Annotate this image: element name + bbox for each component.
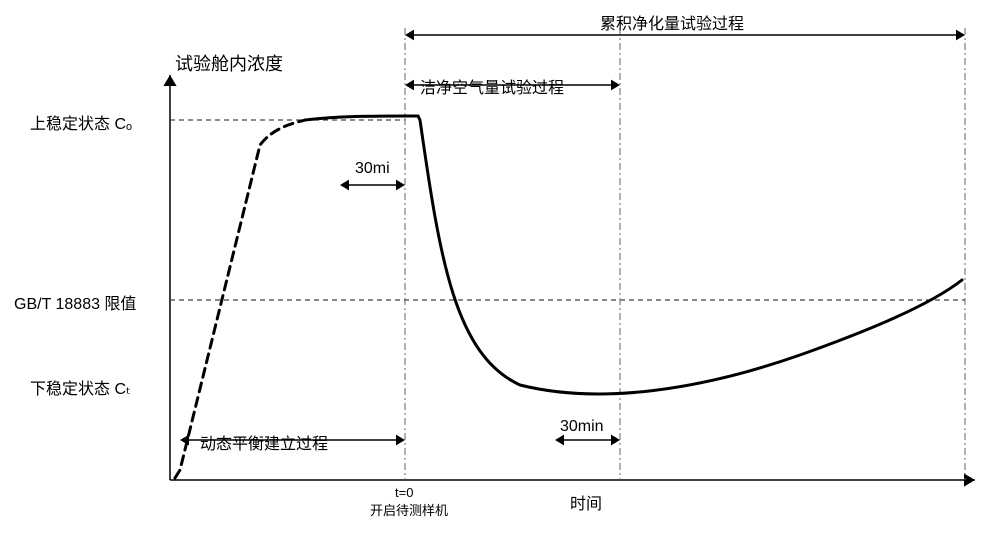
ccm-label: 累积净化量试验过程 xyxy=(600,10,744,34)
chart-canvas: 试验舱内浓度 上稳定状态 Cₒ GB/T 18883 限值 下稳定状态 Cₜ 动… xyxy=(0,0,1000,543)
wait30-label: 30mi xyxy=(355,160,390,178)
lower-state-label: 下稳定状态 Cₜ xyxy=(30,375,131,399)
upper-state-label: 上稳定状态 Cₒ xyxy=(30,110,132,134)
limit-label: GB/T 18883 限值 xyxy=(14,290,136,314)
stable30-label: 30min xyxy=(560,418,604,436)
cadr-label: 洁净空气量试验过程 xyxy=(420,74,564,98)
equilibrium-label: 动态平衡建立过程 xyxy=(200,430,328,454)
y-axis-title: 试验舱内浓度 xyxy=(175,50,283,76)
time-label: 时间 xyxy=(570,490,602,514)
t0-sub-label: 开启待测样机 xyxy=(370,500,448,519)
t0-label: t=0 xyxy=(395,485,413,500)
